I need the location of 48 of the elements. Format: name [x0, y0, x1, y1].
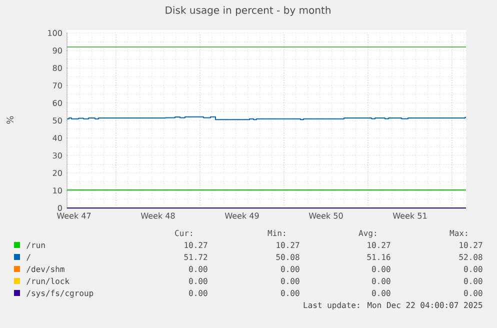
legend-label: /run/lock — [26, 278, 70, 285]
text: Last update: Mon Dec 22 04:00:07 2025 — [304, 302, 482, 310]
x-tick-label: Week 50 — [308, 212, 343, 219]
y-tick-label: 100 — [48, 30, 62, 36]
x-tick-label: Week 51 — [392, 212, 427, 219]
y-tick-label: 0 — [58, 204, 62, 212]
text: 51.16 — [367, 254, 390, 260]
text: 50.08 — [276, 254, 300, 260]
x-tick-label: Week 48 — [140, 212, 175, 219]
y-tick-label: 50 — [52, 117, 62, 124]
text: 0.00 — [281, 266, 300, 272]
legend-label: / — [26, 254, 30, 261]
x-tick-label: Week 47 — [56, 212, 91, 219]
text: 10.27 — [368, 242, 390, 248]
y-axis-title: % — [6, 116, 14, 124]
text: Max: — [450, 230, 467, 236]
y-tick-label: 70 — [52, 82, 62, 89]
text: Min: — [268, 230, 285, 236]
chart-title: Disk usage in percent - by month — [166, 6, 330, 16]
text: 0.00 — [281, 278, 300, 284]
text: Avg: — [358, 230, 376, 238]
text: 52.08 — [459, 254, 482, 260]
y-tick-label: 20 — [52, 170, 62, 176]
y-tick-label: 90 — [52, 47, 62, 54]
y-tick-label: 80 — [52, 64, 62, 72]
text: Cur: — [175, 230, 192, 236]
text: 0.00 — [372, 278, 390, 284]
legend-label: /sys/fs/cgroup — [26, 290, 94, 298]
y-tick-label: 40 — [52, 134, 62, 142]
text: 0.00 — [464, 266, 482, 272]
text: 0.00 — [189, 266, 208, 272]
text: 10.27 — [276, 242, 300, 248]
legend-label: /run — [26, 242, 45, 249]
y-tick-label: 10 — [53, 187, 62, 194]
text: 0.00 — [464, 290, 482, 296]
text: 10.27 — [184, 242, 208, 248]
x-tick-label: Week 49 — [224, 212, 259, 219]
text: 0.00 — [372, 266, 390, 272]
y-tick-label: 60 — [52, 100, 62, 106]
text: 0.00 — [372, 290, 390, 296]
text: 0.00 — [281, 290, 300, 296]
text: 51.72 — [184, 254, 208, 260]
text: 0.00 — [189, 290, 208, 296]
y-tick-label: 30 — [52, 152, 62, 159]
legend-label: /dev/shm — [26, 266, 64, 273]
text: 0.00 — [464, 278, 482, 284]
text: 0.00 — [189, 278, 208, 284]
text: 10.27 — [460, 242, 482, 248]
